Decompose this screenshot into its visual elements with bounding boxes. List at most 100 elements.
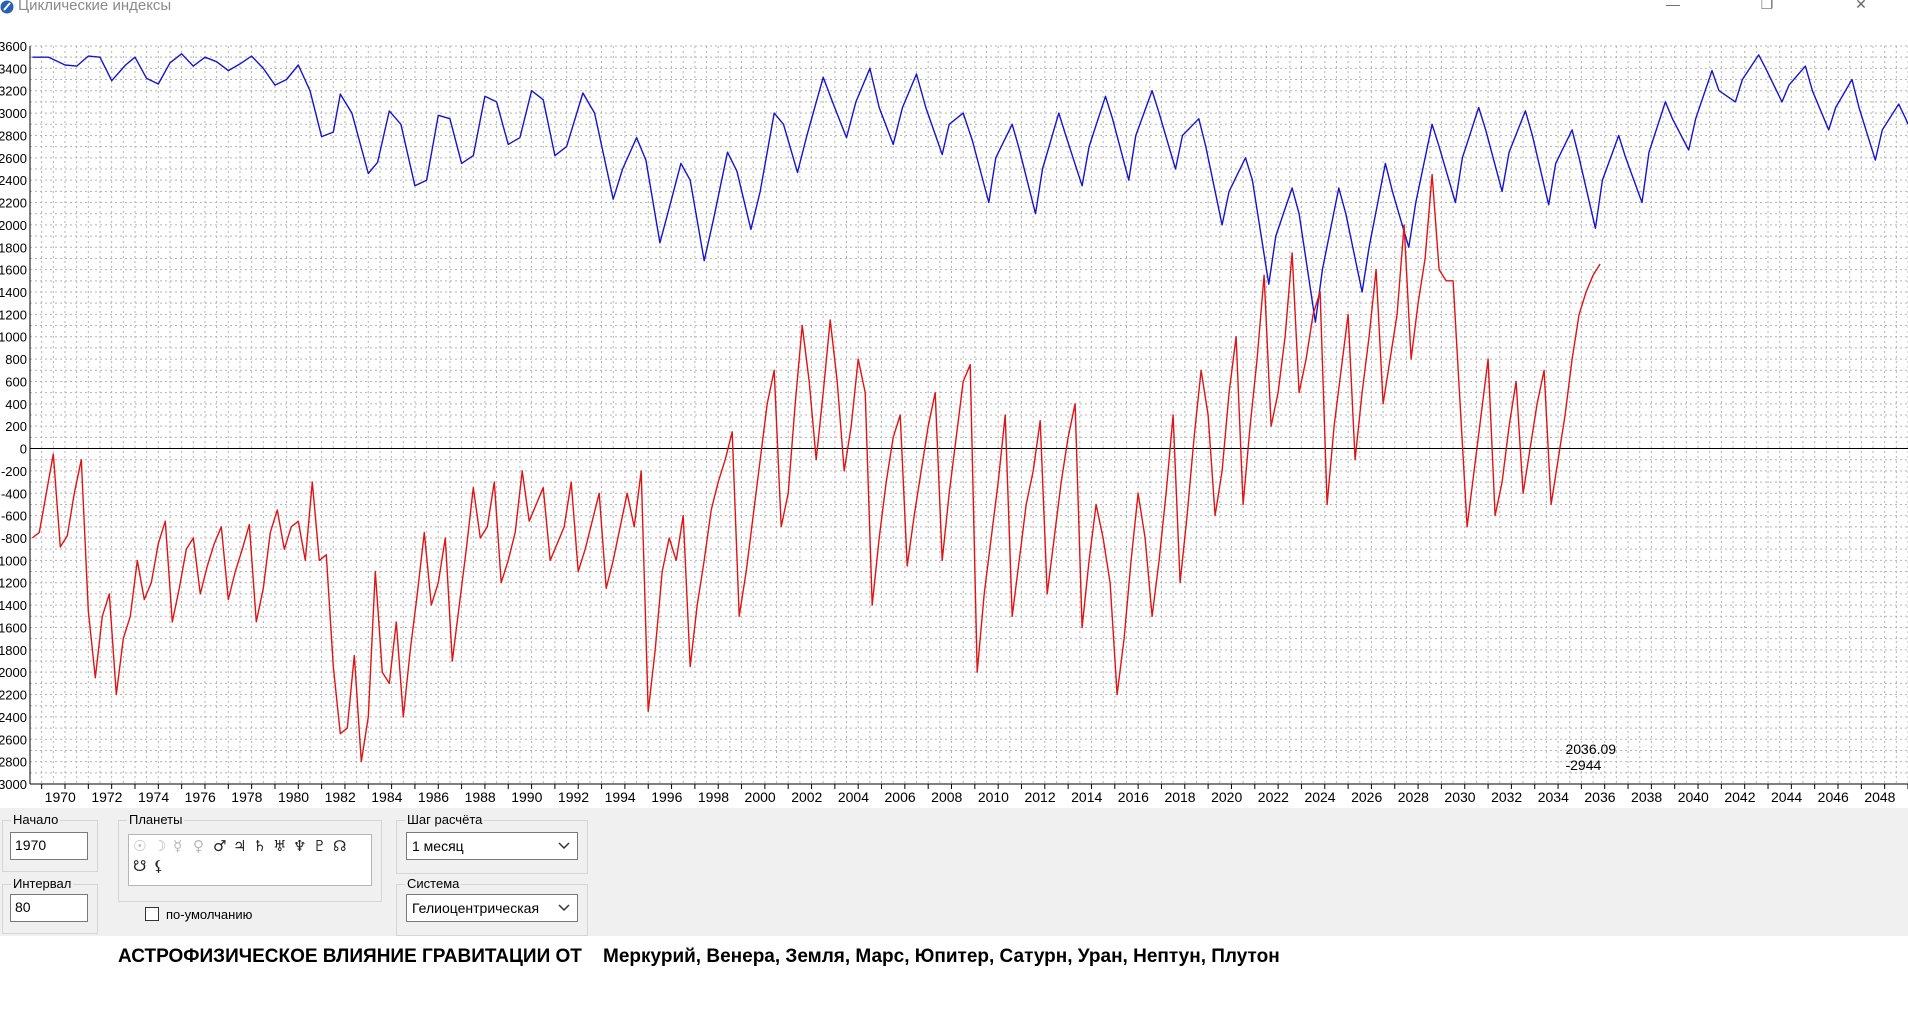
x-tick-label: 1986 [418,789,449,805]
y-tick-label: 200 [5,419,27,434]
default-checkbox[interactable] [145,907,159,921]
y-tick-label: -1000 [0,553,27,568]
cyclic-index-chart: 3600340032003000280026002400220020001800… [0,39,1908,805]
caption-heading: АСТРОФИЗИЧЕСКОЕ ВЛИЯНИЕ ГРАВИТАЦИИ ОТ [118,946,582,967]
x-tick-label: 1992 [558,789,589,805]
y-tick-label: 3000 [0,106,27,121]
system-select[interactable]: Гелиоцентрическая [406,894,578,922]
step-select[interactable]: 1 месяц [406,832,578,860]
y-tick-label: 2000 [0,218,27,233]
x-tick-label: 2032 [1491,789,1522,805]
controls-panel: Начало 1970 Интервал 80 Планеты Шаг расч… [0,808,1908,936]
x-tick-label: 2040 [1678,789,1709,805]
y-tick-label: 2400 [0,173,27,188]
y-tick-label: -1400 [0,598,27,613]
y-tick-label: -400 [1,486,27,501]
start-year-input[interactable]: 1970 [10,832,88,860]
planet-glyph-0[interactable]: ☉ [133,837,147,855]
y-tick-label: 800 [5,352,27,367]
y-tick-label: -800 [1,531,27,546]
x-tick-label: 1978 [231,789,262,805]
step-select-value: 1 месяц [412,838,464,854]
start-group: Начало [2,812,98,872]
planet-glyph-12[interactable]: ⚸ [153,857,164,875]
system-group: Система [396,876,588,936]
interval-input[interactable]: 80 [10,894,88,922]
y-tick-label: 0 [20,442,27,457]
caption: АСТРОФИЗИЧЕСКОЕ ВЛИЯНИЕ ГРАВИТАЦИИ ОТ Ме… [118,946,1280,968]
planet-glyph-10[interactable]: ☊ [333,837,347,855]
y-tick-label: 2600 [0,151,27,166]
y-tick-label: -2000 [0,665,27,680]
x-tick-label: 2044 [1771,789,1802,805]
app-icon [0,0,14,14]
x-tick-label: 2014 [1071,789,1102,805]
x-tick-label: 1976 [185,789,216,805]
y-tick-label: 1200 [0,307,27,322]
caption-planets: Меркурий, Венера, Земля, Марс, Юпитер, С… [603,946,1280,967]
step-legend: Шаг расчёта [405,812,485,828]
planet-glyph-8[interactable]: ♆ [293,837,307,855]
start-legend: Начало [11,812,61,828]
cursor-readout: 2036.09 [1565,741,1616,757]
y-tick-label: 600 [5,374,27,389]
y-tick-label: -2400 [0,710,27,725]
y-tick-label: 3200 [0,84,27,99]
default-checkbox-label: по-умолчанию [166,907,253,922]
y-tick-label: 1400 [0,285,27,300]
minimize-button[interactable]: — [1666,0,1680,12]
y-tick-label: 1600 [0,263,27,278]
chevron-down-icon [558,904,570,912]
y-tick-label: -3000 [0,777,27,792]
planet-glyph-4[interactable]: ♂ [213,837,227,855]
x-tick-label: 2006 [885,789,916,805]
y-tick-label: 400 [5,397,27,412]
planets-group: Планеты [118,812,382,902]
planet-glyph-9[interactable]: ♇ [313,837,327,855]
y-tick-label: -1800 [0,643,27,658]
y-tick-label: -600 [1,509,27,524]
x-tick-label: 2022 [1258,789,1289,805]
chevron-down-icon [558,842,570,850]
x-tick-label: 1970 [45,789,76,805]
planet-glyph-5[interactable]: ♃ [233,837,247,855]
chart-area: 3600 3400 3200 3000 2800 2600 2400 2200 2000 1800… [0,38,1908,808]
planet-glyph-1[interactable]: ☽ [153,837,167,855]
x-tick-label: 2034 [1538,789,1569,805]
x-tick-label: 2008 [931,789,962,805]
x-tick-label: 2020 [1211,789,1242,805]
planet-glyph-6[interactable]: ♄ [253,837,267,855]
planet-glyph-3[interactable]: ♀ [193,837,204,855]
planet-glyph-11[interactable]: ☋ [133,857,147,875]
planets-list[interactable]: ☉ ☽ ☿ ♀ ♂ ♃ ♄ ♅ ♆ ♇ ☊ ☋ ⚸ [128,834,372,886]
y-tick-label: 1000 [0,330,27,345]
x-tick-label: 1982 [325,789,356,805]
y-tick-label: -1200 [0,576,27,591]
x-tick-label: 2002 [791,789,822,805]
x-tick-label: 1998 [698,789,729,805]
x-tick-label: 1996 [651,789,682,805]
x-tick-label: 1990 [511,789,542,805]
y-tick-label: 1800 [0,240,27,255]
x-tick-label: 2036 [1584,789,1615,805]
step-group: Шаг расчёта [396,812,588,874]
x-tick-label: 1984 [371,789,402,805]
x-tick-label: 2048 [1864,789,1895,805]
y-tick-label: 2800 [0,128,27,143]
y-tick-label: 2200 [0,196,27,211]
x-tick-label: 2000 [745,789,776,805]
restore-button[interactable]: ❐ [1760,0,1774,12]
planet-glyph-2[interactable]: ☿ [173,837,183,855]
series-line-1 [31,173,1601,763]
x-tick-label: 2024 [1304,789,1335,805]
planet-glyph-7[interactable]: ♅ [273,837,287,855]
y-tick-label: -1600 [0,620,27,635]
x-tick-label: 2038 [1631,789,1662,805]
planets-legend: Планеты [127,812,185,828]
y-tick-label: -2800 [0,755,27,770]
window-title: Циклические индексы [18,0,172,14]
x-tick-label: 2018 [1164,789,1195,805]
x-tick-label: 1980 [278,789,309,805]
close-button[interactable]: ✕ [1855,0,1867,12]
x-tick-label: 2046 [1818,789,1849,805]
